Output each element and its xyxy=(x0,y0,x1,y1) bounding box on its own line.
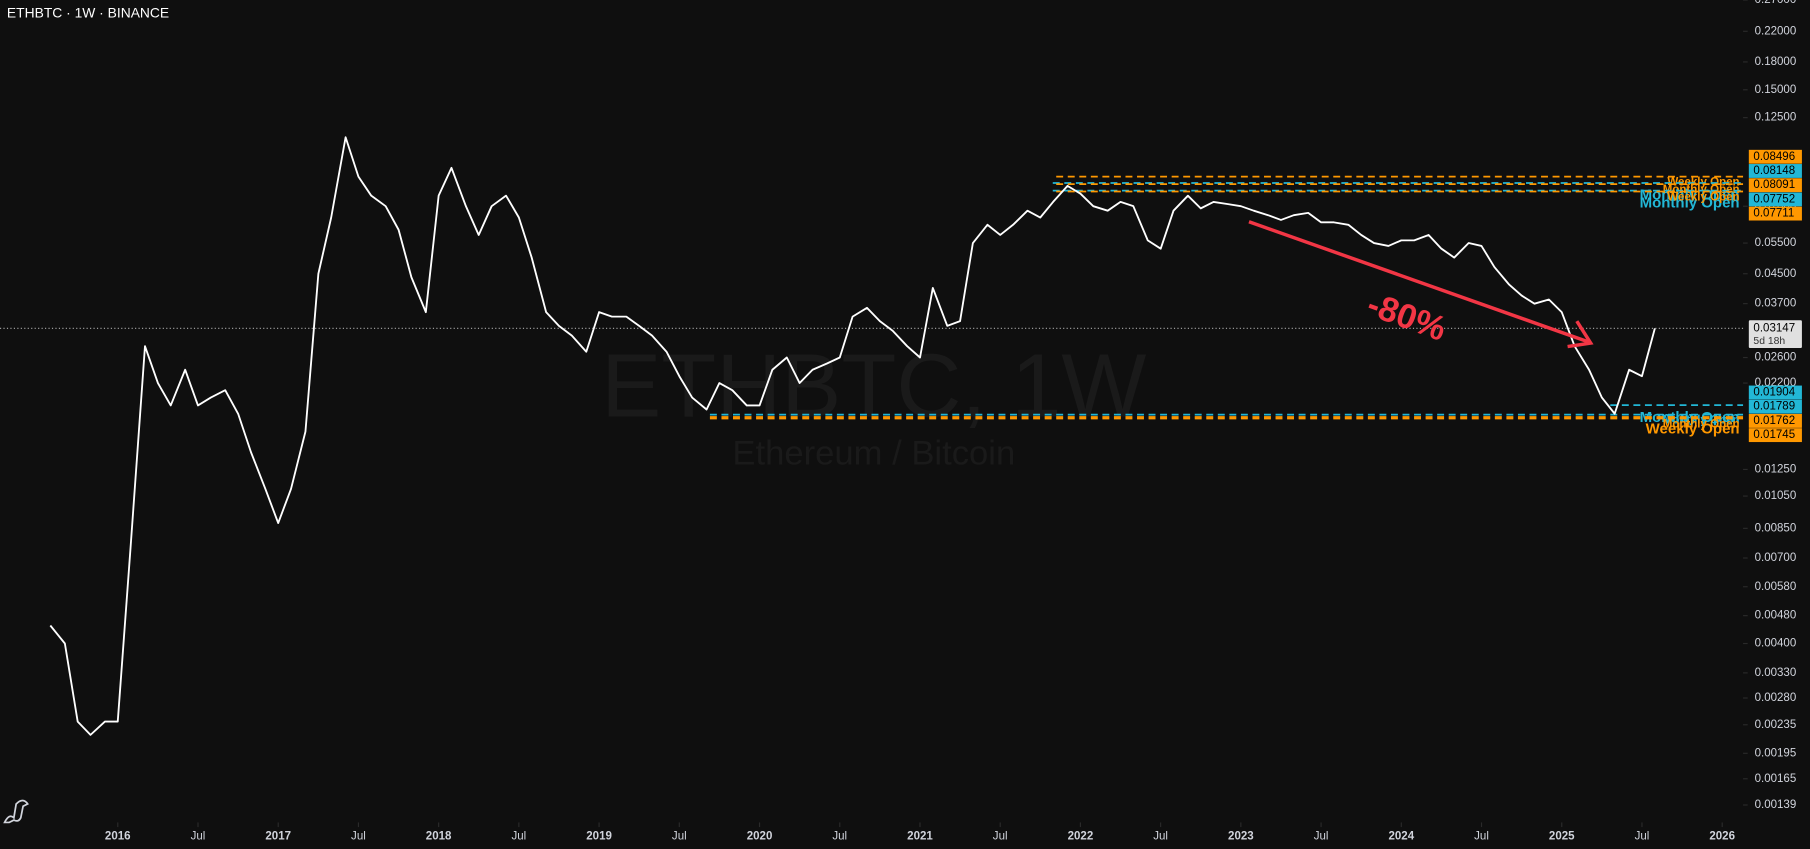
chart-title: ETHBTC · 1W · BINANCE xyxy=(7,5,169,21)
level-price-box xyxy=(1748,178,1802,193)
y-tick-label: 0.01050 xyxy=(1755,490,1797,502)
y-tick-label: 0.18000 xyxy=(1755,56,1797,68)
y-tick-label: 0.03700 xyxy=(1755,298,1797,310)
level-name: Weekly Open xyxy=(1646,421,1740,438)
x-tick-label: 2017 xyxy=(265,830,291,842)
y-tick-label: 0.00480 xyxy=(1755,610,1797,622)
y-tick-label: 0.02600 xyxy=(1755,352,1797,364)
x-tick-label: 2025 xyxy=(1549,830,1575,842)
y-tick-label: 0.00280 xyxy=(1755,692,1797,704)
x-tick-label: Jul xyxy=(832,830,847,842)
y-tick-label: 0.15000 xyxy=(1755,84,1797,96)
x-tick-label: Jul xyxy=(1635,830,1650,842)
y-tick-label: 0.00165 xyxy=(1755,773,1797,785)
y-tick-label: 0.00580 xyxy=(1755,581,1797,593)
price-line xyxy=(49,136,1656,736)
level-price-label: 0.08148 xyxy=(1753,165,1795,177)
watermark-title: ETHBTC, 1W xyxy=(601,336,1146,437)
x-tick-label: 2020 xyxy=(747,830,773,842)
countdown-label: 5d 18h xyxy=(1753,336,1785,347)
x-tick-label: Jul xyxy=(191,830,206,842)
y-tick-label: 0.00235 xyxy=(1755,719,1797,731)
level-price-box xyxy=(1748,399,1802,414)
level-price-label: 0.01904 xyxy=(1753,387,1795,399)
level-name: Monthly Open xyxy=(1640,194,1740,211)
x-tick-label: 2026 xyxy=(1709,830,1735,842)
level-price-label: 0.01762 xyxy=(1753,415,1795,427)
level-price-box xyxy=(1748,413,1802,428)
level-price-label: 0.08496 xyxy=(1753,151,1795,163)
watermark-subtitle: Ethereum / Bitcoin xyxy=(732,434,1015,472)
y-tick-label: 0.00195 xyxy=(1755,747,1797,759)
y-tick-label: 0.05500 xyxy=(1755,237,1797,249)
x-tick-label: Jul xyxy=(351,830,366,842)
x-tick-label: 2024 xyxy=(1388,830,1414,842)
level-price-box xyxy=(1748,192,1802,207)
y-tick-label: 0.12500 xyxy=(1755,112,1797,124)
level-price-label: 0.01789 xyxy=(1753,401,1795,413)
x-tick-label: 2022 xyxy=(1068,830,1094,842)
y-tick-label: 0.01250 xyxy=(1755,463,1797,475)
x-tick-label: Jul xyxy=(1153,830,1168,842)
y-tick-label: 0.00400 xyxy=(1755,638,1797,650)
level-name: Weekly Open xyxy=(1667,191,1739,203)
y-tick-label: 0.00850 xyxy=(1755,522,1797,534)
trend-arrow xyxy=(1248,220,1589,344)
x-tick-label: Jul xyxy=(511,830,526,842)
x-tick-label: Jul xyxy=(1474,830,1489,842)
x-tick-label: 2018 xyxy=(426,830,452,842)
last-price-box xyxy=(1748,320,1802,349)
x-tick-label: Jul xyxy=(1314,830,1329,842)
y-tick-label: 0.27000 xyxy=(1755,0,1797,6)
level-price-label: 0.01745 xyxy=(1753,429,1795,441)
level-price-box xyxy=(1748,164,1802,178)
level-price-box xyxy=(1748,206,1802,221)
x-tick-label: 2016 xyxy=(105,830,131,842)
level-price-label: 0.07711 xyxy=(1753,208,1794,220)
y-tick-label: 0.00330 xyxy=(1755,667,1797,679)
y-tick-label: 0.00700 xyxy=(1755,552,1797,564)
last-price-label: 0.03147 xyxy=(1753,322,1795,334)
level-price-label: 0.07752 xyxy=(1753,193,1795,205)
x-tick-label: Jul xyxy=(672,830,687,842)
x-tick-label: 2021 xyxy=(907,830,933,842)
arrow-head xyxy=(1567,320,1594,349)
y-tick-label: 0.04500 xyxy=(1755,268,1797,280)
level-price-box xyxy=(1748,149,1802,164)
level-price-label: 0.08091 xyxy=(1753,179,1795,191)
x-tick-label: 2019 xyxy=(586,830,612,842)
logo xyxy=(3,799,29,824)
level-price-box xyxy=(1748,385,1802,400)
y-tick-label: 0.22000 xyxy=(1755,25,1797,37)
level-name: Monthly Open xyxy=(1663,418,1740,430)
level-price-box xyxy=(1748,428,1802,443)
y-tick-label: 0.00139 xyxy=(1755,799,1797,811)
x-tick-label: Jul xyxy=(993,830,1008,842)
level-name: Monthly Open xyxy=(1640,409,1740,426)
x-tick-label: 2023 xyxy=(1228,830,1254,842)
